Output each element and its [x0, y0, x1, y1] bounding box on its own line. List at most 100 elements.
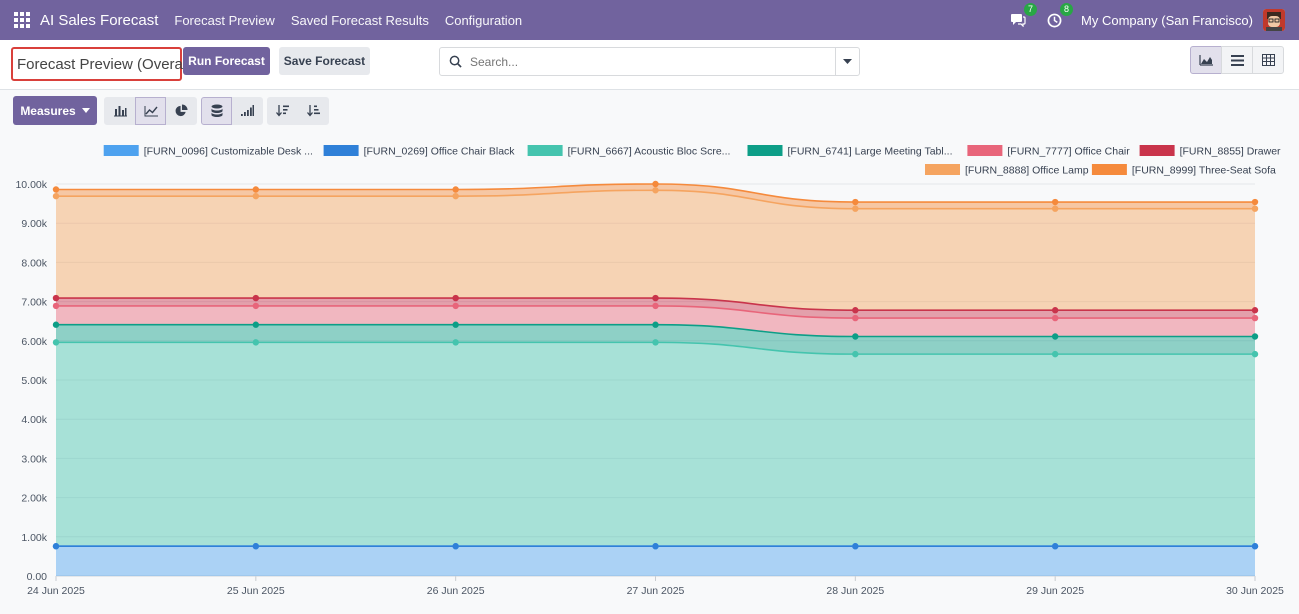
legend-item[interactable]: [FURN_6667] Acoustic Bloc Scre...	[527, 145, 731, 158]
area-chart-icon	[1199, 55, 1213, 66]
bar-chart-button[interactable]	[104, 96, 135, 125]
legend-item[interactable]: [FURN_8999] Three-Seat Sofa	[1091, 164, 1276, 177]
clock-icon	[1047, 13, 1061, 27]
data-point	[1051, 198, 1059, 206]
legend-swatch	[747, 145, 783, 156]
view-switcher	[1190, 46, 1284, 74]
data-point	[1251, 350, 1259, 358]
data-point	[1251, 543, 1259, 550]
y-tick-label: 8.00k	[21, 257, 47, 269]
data-point	[452, 192, 459, 200]
y-tick-label: 0.00	[27, 571, 48, 583]
legend-item[interactable]: [FURN_0269] Office Chair Black	[323, 145, 516, 158]
data-point	[452, 302, 459, 310]
data-point	[852, 198, 859, 206]
save-forecast-button[interactable]: Save Forecast	[279, 47, 370, 75]
table-icon	[1261, 54, 1275, 66]
search-bar	[439, 47, 860, 76]
chat-icon	[1011, 14, 1026, 27]
legend-item[interactable]: [FURN_0096] Customizable Desk ...	[103, 145, 313, 158]
data-point	[652, 302, 659, 310]
search-options-toggle[interactable]	[835, 48, 859, 75]
list-view-button[interactable]	[1221, 46, 1253, 74]
x-tick-label: 26 Jun 2025	[427, 585, 485, 597]
data-point	[452, 186, 459, 193]
messages-count-badge: 7	[1024, 3, 1038, 16]
search-input[interactable]	[470, 48, 835, 75]
data-point	[52, 294, 60, 302]
data-point	[452, 321, 459, 328]
legend-item[interactable]: [FURN_8888] Office Lamp	[925, 164, 1089, 177]
legend-item[interactable]: [FURN_8855] Drawer	[1139, 145, 1281, 158]
run-forecast-button[interactable]: Run Forecast	[183, 47, 270, 75]
bar-chart-icon	[113, 105, 127, 116]
measures-dropdown[interactable]: Measures	[13, 96, 97, 125]
control-panel: Forecast Preview (Overall) Run Forecast …	[0, 40, 1299, 90]
data-point	[652, 339, 659, 346]
chart-legend: [FURN_0096] Customizable Desk ... [FURN_0…	[103, 145, 1281, 177]
data-point	[252, 339, 260, 346]
legend-label: [FURN_7777] Office Chair	[1007, 146, 1130, 158]
y-tick-label: 4.00k	[21, 414, 47, 426]
legend-label: [FURN_8888] Office Lamp	[965, 165, 1089, 177]
menu-saved-forecast-results[interactable]: Saved Forecast Results	[290, 12, 429, 28]
forecast-chart-container: 0.00 1.00k 2.00k 3.00k 4.00k 5.00k 6.00k 7.00k 8…	[0, 134, 1299, 614]
pie-chart-button[interactable]	[166, 96, 197, 125]
stacked-toggle-button[interactable]	[201, 96, 232, 125]
data-point	[252, 543, 260, 550]
x-tick-label: 24 Jun 2025	[27, 585, 85, 597]
pivot-view-button[interactable]	[1252, 46, 1284, 74]
series-areas	[56, 184, 1255, 576]
x-tick-label: 29 Jun 2025	[1026, 585, 1084, 597]
messages-button[interactable]: 7	[1009, 3, 1038, 29]
legend-label: [FURN_0096] Customizable Desk ...	[144, 146, 313, 158]
data-point	[252, 192, 260, 200]
y-tick-label: 5.00k	[21, 375, 47, 387]
menu-forecast-preview[interactable]: Forecast Preview	[174, 12, 275, 28]
series-area	[56, 190, 1255, 311]
database-icon	[211, 104, 222, 117]
line-chart-button[interactable]	[135, 96, 166, 125]
data-point	[1051, 205, 1059, 212]
data-point	[1051, 350, 1059, 358]
data-point	[252, 186, 260, 193]
data-point	[652, 294, 659, 302]
pie-chart-icon	[175, 104, 188, 117]
sort-descending-button[interactable]	[267, 96, 298, 125]
data-point	[52, 302, 60, 310]
app-brand[interactable]: AI Sales Forecast	[40, 11, 159, 29]
data-point	[52, 192, 60, 200]
menu-configuration[interactable]: Configuration	[444, 12, 523, 28]
x-tick-label: 27 Jun 2025	[627, 585, 685, 597]
legend-swatch	[103, 145, 139, 156]
sort-ascending-button[interactable]	[298, 96, 329, 125]
user-avatar[interactable]	[1263, 9, 1285, 31]
line-chart-icon	[144, 105, 158, 116]
cumulative-toggle-button[interactable]	[232, 96, 263, 125]
sort-group	[267, 96, 329, 125]
list-icon	[1230, 54, 1244, 66]
data-point	[52, 321, 60, 328]
y-tick-label: 7.00k	[21, 297, 47, 309]
data-point	[852, 205, 859, 212]
company-switcher[interactable]: My Company (San Francisco)	[1081, 12, 1253, 28]
data-point	[852, 543, 859, 550]
data-point	[52, 543, 60, 550]
legend-item[interactable]: [FURN_7777] Office Chair	[967, 145, 1130, 158]
legend-label: [FURN_8855] Drawer	[1180, 146, 1281, 158]
apps-menu-icon[interactable]	[14, 12, 30, 28]
data-point	[1251, 333, 1259, 340]
y-tick-label: 1.00k	[21, 532, 47, 544]
data-point	[652, 180, 659, 188]
legend-item[interactable]: [FURN_6741] Large Meeting Tabl...	[747, 145, 953, 158]
data-point	[452, 339, 459, 346]
legend-swatch	[1139, 145, 1175, 156]
y-tick-label: 3.00k	[21, 453, 47, 465]
data-point	[1251, 198, 1259, 206]
search-icon	[440, 55, 470, 68]
graph-view-button[interactable]	[1190, 46, 1222, 74]
series-area	[56, 342, 1255, 547]
activities-button[interactable]: 8	[1045, 3, 1074, 29]
y-tick-label: 10.00k	[15, 179, 47, 191]
data-point	[652, 543, 659, 550]
